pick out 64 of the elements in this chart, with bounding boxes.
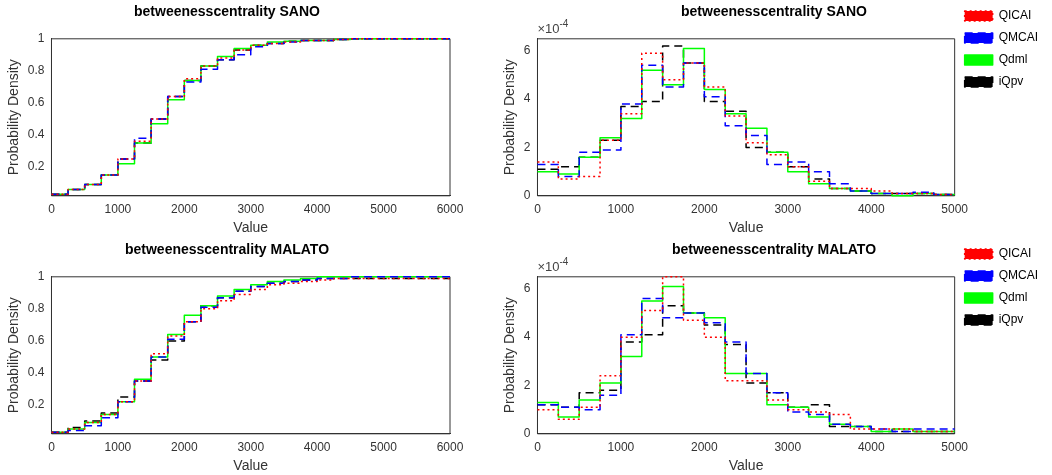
y-tick-label: 0.8 bbox=[27, 301, 45, 316]
x-axis-title: Value bbox=[233, 219, 269, 236]
y-axis-title: Probability Density bbox=[5, 59, 22, 176]
x-tick-label: 5000 bbox=[370, 202, 398, 217]
x-tick-label: 4000 bbox=[857, 440, 885, 455]
y-tick-label: 2 bbox=[523, 377, 531, 392]
chart-title: betweenesscentrality SANO bbox=[681, 3, 868, 20]
x-tick-label: 5000 bbox=[941, 440, 969, 455]
legend-label: QMCAI bbox=[998, 268, 1039, 283]
legend-label: QICAI bbox=[998, 246, 1032, 261]
y-tick-label: 0.4 bbox=[27, 127, 45, 142]
x-tick-label: 5000 bbox=[941, 202, 969, 217]
y-tick-label: 0.2 bbox=[27, 397, 45, 412]
x-tick-label: 0 bbox=[48, 202, 56, 217]
y-tick-label: 2 bbox=[523, 139, 531, 154]
legend-label: QMCAI bbox=[998, 30, 1039, 45]
x-tick-label: 1000 bbox=[607, 202, 635, 217]
legend-label: Qdml bbox=[998, 290, 1028, 305]
x-tick-label: 3000 bbox=[237, 440, 265, 455]
x-tick-label: 5000 bbox=[370, 440, 398, 455]
x-axis-title: Value bbox=[728, 457, 764, 474]
y-tick-label: 1 bbox=[37, 31, 45, 46]
legend-label: Qdml bbox=[998, 52, 1028, 67]
legend-label: QICAI bbox=[998, 8, 1032, 23]
y-tick-label: 0.6 bbox=[27, 333, 45, 348]
x-tick-label: 2000 bbox=[691, 202, 719, 217]
chart-title: betweenesscentrality SANO bbox=[134, 3, 321, 20]
y-tick-label: 6 bbox=[523, 281, 531, 296]
chart-title: betweenesscentrality MALATO bbox=[124, 241, 330, 258]
y-tick-label: 0.4 bbox=[27, 365, 45, 380]
x-tick-label: 0 bbox=[48, 440, 56, 455]
legend-label: iQpv bbox=[998, 312, 1024, 327]
x-axis-title: Value bbox=[728, 219, 764, 236]
x-tick-label: 6000 bbox=[436, 440, 464, 455]
x-tick-label: 3000 bbox=[237, 202, 265, 217]
y-tick-label: 0.2 bbox=[27, 159, 45, 174]
x-tick-label: 4000 bbox=[303, 440, 331, 455]
x-tick-label: 6000 bbox=[436, 202, 464, 217]
x-tick-label: 4000 bbox=[857, 202, 885, 217]
y-tick-label: 0.6 bbox=[27, 95, 45, 110]
y-tick-label: 4 bbox=[523, 329, 531, 344]
y-axis-title: Probability Density bbox=[501, 59, 518, 176]
x-tick-label: 4000 bbox=[303, 202, 331, 217]
x-tick-label: 3000 bbox=[774, 202, 802, 217]
y-tick-label: 0.8 bbox=[27, 63, 45, 78]
x-tick-label: 0 bbox=[534, 440, 542, 455]
x-tick-label: 1000 bbox=[607, 440, 635, 455]
x-axis-title: Value bbox=[233, 457, 269, 474]
x-tick-label: 1000 bbox=[104, 440, 132, 455]
y-axis-title: Probability Density bbox=[5, 297, 22, 414]
x-tick-label: 0 bbox=[534, 202, 542, 217]
y-tick-label: 1 bbox=[37, 269, 45, 284]
x-tick-label: 1000 bbox=[104, 202, 132, 217]
y-axis-title: Probability Density bbox=[501, 297, 518, 414]
y-tick-label: 4 bbox=[523, 91, 531, 106]
x-tick-label: 2000 bbox=[691, 440, 719, 455]
y-tick-label: 0 bbox=[523, 426, 531, 441]
y-tick-label: 0 bbox=[523, 188, 531, 203]
legend-label: iQpv bbox=[998, 74, 1024, 89]
x-tick-label: 2000 bbox=[170, 440, 198, 455]
x-tick-label: 2000 bbox=[170, 202, 198, 217]
x-tick-label: 3000 bbox=[774, 440, 802, 455]
chart-title: betweenesscentrality MALATO bbox=[671, 241, 877, 258]
y-tick-label: 6 bbox=[523, 43, 531, 58]
